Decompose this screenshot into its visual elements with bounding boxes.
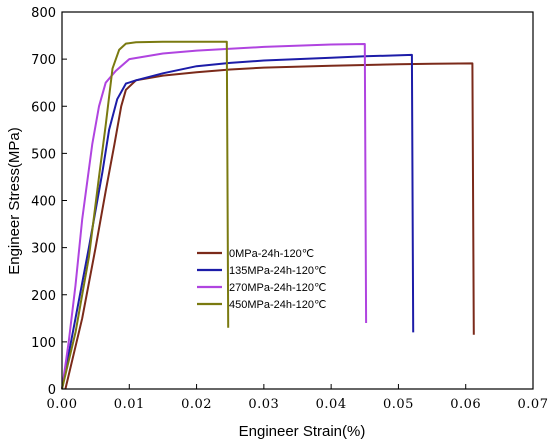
x-tick-label: 0.04 (316, 397, 347, 412)
legend-label: 135MPa-24h-120℃ (229, 265, 326, 277)
x-tick-label: 0.06 (450, 397, 481, 412)
x-tick-label: 0.05 (383, 397, 414, 412)
y-tick-label: 300 (31, 242, 56, 257)
y-tick-label: 400 (31, 195, 56, 210)
y-tick-label: 600 (31, 100, 56, 115)
x-tick-label: 0.03 (248, 397, 279, 412)
legend-label: 0MPa-24h-120℃ (229, 248, 314, 260)
y-tick-label: 0 (48, 383, 56, 398)
series-line (64, 62, 475, 390)
x-tick-label: 0.07 (518, 397, 549, 412)
x-tick-label: 0.00 (47, 397, 78, 412)
legend-label: 270MPa-24h-120℃ (229, 282, 326, 294)
x-axis-title: Engineer Strain(%) (239, 423, 366, 440)
series-line (61, 40, 230, 390)
legend-label: 450MPa-24h-120℃ (229, 299, 326, 311)
x-tick-label: 0.02 (181, 397, 212, 412)
x-tick-label: 0.01 (114, 397, 145, 412)
y-tick-label: 200 (31, 289, 56, 304)
y-tick-label: 100 (31, 336, 56, 351)
y-axis-title: Engineer Stress(MPa) (6, 127, 23, 275)
y-tick-label: 700 (31, 53, 56, 68)
legend: 0MPa-24h-120℃ 135MPa-24h-120℃ 270MPa-24h-1… (197, 248, 326, 311)
series-line (61, 53, 415, 390)
y-tick-label: 800 (31, 6, 56, 21)
y-tick-label: 500 (31, 147, 56, 162)
series-layer (61, 40, 475, 390)
series-line (61, 43, 368, 390)
axis-ticks: 0.00 0.01 0.02 0.03 0.04 0.05 0.06 0.07 0 100 200 3… (31, 6, 548, 412)
plot-area-frame (61, 11, 534, 390)
